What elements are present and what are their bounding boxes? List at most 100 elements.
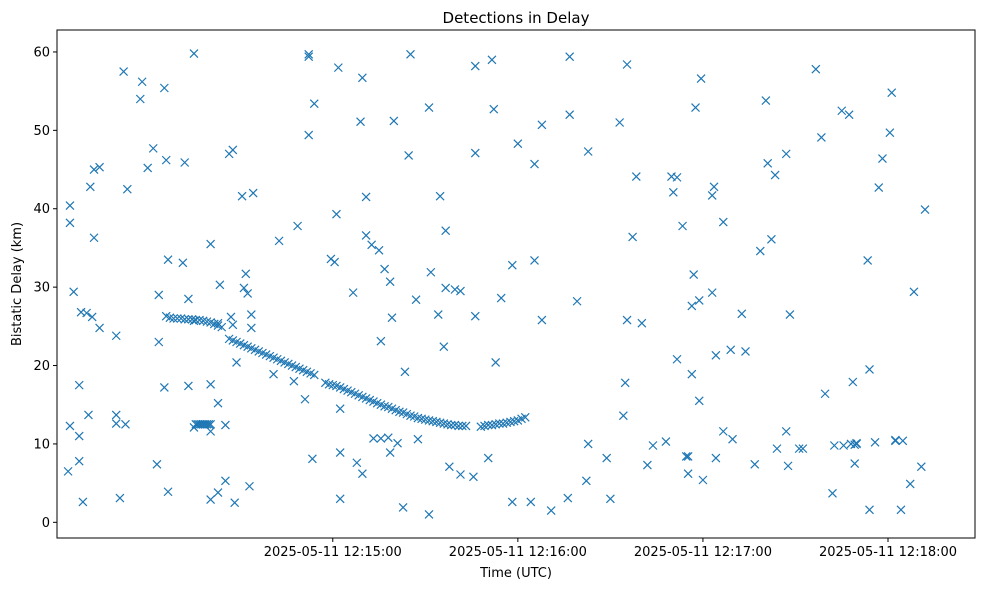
- data-point: [426, 267, 436, 277]
- data-point: [376, 434, 386, 443]
- data-point: [454, 421, 464, 431]
- data-point: [694, 296, 704, 305]
- data-point: [82, 308, 92, 318]
- data-point: [642, 460, 652, 470]
- data-point: [206, 239, 216, 249]
- data-point: [304, 52, 314, 62]
- data-point: [563, 493, 573, 503]
- data-point: [424, 510, 434, 519]
- data-point: [844, 110, 854, 120]
- data-point: [330, 257, 340, 267]
- data-point: [135, 94, 145, 104]
- data-point: [530, 256, 539, 265]
- data-point: [213, 488, 223, 497]
- data-point: [820, 389, 830, 399]
- data-point: [896, 505, 906, 515]
- data-point: [269, 369, 278, 379]
- y-tick-label: 0: [42, 516, 50, 531]
- data-point: [241, 269, 251, 279]
- data-point: [119, 67, 129, 76]
- data-point: [507, 260, 517, 270]
- data-point: [456, 470, 465, 479]
- x-tick-label: 2025-05-11 12:15:00: [264, 545, 402, 560]
- data-point: [622, 60, 632, 69]
- data-point: [874, 183, 884, 192]
- axes-background: [57, 30, 975, 538]
- data-point: [215, 280, 225, 290]
- data-point: [217, 322, 227, 332]
- data-point: [148, 143, 158, 153]
- data-point: [115, 493, 125, 503]
- data-point: [111, 331, 121, 341]
- data-point: [865, 505, 874, 515]
- x-tick-label: 2025-05-11 12:17:00: [634, 545, 772, 560]
- data-point: [726, 345, 736, 355]
- data-point: [183, 381, 193, 391]
- data-point: [916, 462, 926, 472]
- data-point: [470, 148, 480, 158]
- data-point: [750, 459, 760, 469]
- data-point: [439, 342, 449, 352]
- data-point: [741, 346, 750, 356]
- data-point: [367, 240, 377, 250]
- data-point: [63, 466, 73, 476]
- x-tick-label: 2025-05-11 12:16:00: [449, 545, 587, 560]
- data-point: [433, 310, 443, 319]
- data-point: [622, 315, 632, 325]
- data-point: [848, 377, 858, 387]
- data-point: [121, 419, 130, 429]
- data-point: [246, 323, 256, 333]
- data-point: [226, 312, 236, 322]
- data-point: [309, 370, 319, 380]
- data-point: [456, 286, 465, 296]
- data-point: [494, 419, 504, 428]
- data-point: [687, 369, 697, 379]
- data-point: [829, 441, 839, 450]
- data-point: [385, 277, 395, 287]
- data-point: [446, 420, 456, 430]
- data-point: [383, 433, 393, 443]
- data-point: [376, 336, 386, 346]
- data-point: [152, 459, 162, 469]
- data-point: [393, 438, 402, 448]
- data-point: [289, 376, 299, 386]
- data-point: [520, 412, 530, 422]
- data-point: [74, 380, 84, 390]
- data-point: [794, 444, 804, 454]
- data-point: [711, 453, 721, 463]
- data-point: [489, 104, 499, 114]
- data-point: [496, 293, 506, 303]
- data-point: [781, 426, 791, 436]
- data-point: [89, 233, 99, 243]
- data-point: [441, 283, 451, 293]
- data-point: [335, 404, 345, 414]
- y-tick-label: 50: [33, 124, 50, 139]
- y-tick-label: 20: [33, 359, 50, 374]
- data-point: [444, 462, 454, 472]
- data-point: [369, 434, 378, 443]
- data-point: [213, 398, 223, 408]
- data-point: [183, 314, 193, 324]
- data-point: [206, 419, 216, 429]
- data-point: [839, 441, 849, 450]
- data-point: [356, 117, 365, 127]
- data-point: [546, 506, 556, 515]
- data-point: [180, 158, 190, 167]
- data-point: [470, 311, 480, 321]
- data-point: [84, 410, 93, 420]
- data-point: [581, 476, 591, 486]
- data-point: [450, 285, 460, 294]
- data-point: [811, 64, 821, 74]
- data-point: [348, 288, 358, 298]
- x-axis-ticks: 2025-05-11 12:15:00 2025-05-11 12:16:00 20…: [264, 538, 957, 560]
- data-point: [332, 209, 341, 219]
- data-point: [202, 419, 212, 429]
- data-point: [380, 264, 390, 274]
- data-point: [111, 410, 121, 420]
- data-point: [309, 99, 319, 109]
- data-point: [696, 74, 706, 84]
- data-point: [357, 73, 367, 83]
- data-point: [687, 301, 697, 311]
- data-point: [206, 379, 216, 389]
- data-point: [761, 96, 771, 105]
